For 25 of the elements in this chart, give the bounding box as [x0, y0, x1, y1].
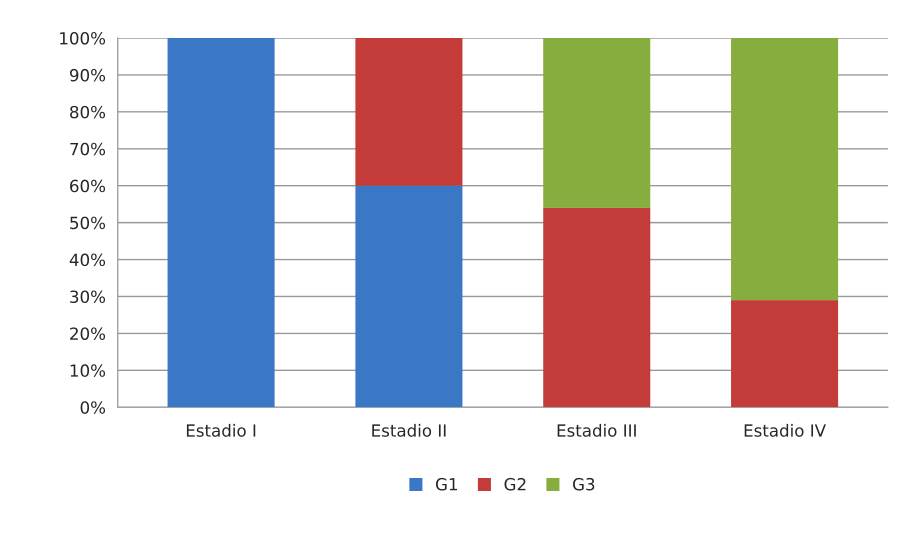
- y-tick-label: 10%: [70, 364, 106, 377]
- bar: [543, 38, 650, 208]
- bar: [543, 208, 650, 408]
- x-tick-label: Estadio I: [186, 424, 256, 437]
- y-tick-label: 40%: [70, 254, 106, 266]
- y-tick-label: 50%: [70, 216, 106, 230]
- legend-label: G1: [436, 478, 458, 491]
- bar: [168, 38, 275, 408]
- legend-label: G3: [573, 478, 594, 491]
- y-tick-label: 70%: [70, 142, 106, 156]
- x-tick-label: Estadio IV: [744, 424, 826, 437]
- y-tick-label: 0%: [80, 401, 106, 414]
- bar: [731, 38, 838, 300]
- bar: [355, 186, 462, 408]
- y-tick-label: 90%: [70, 68, 106, 82]
- y-tick-label: 20%: [70, 327, 106, 340]
- bar: [731, 300, 838, 408]
- y-tick-label: 60%: [70, 180, 106, 192]
- x-tick-label: Estadio II: [372, 424, 446, 437]
- legend-label: G2: [504, 478, 526, 491]
- y-tick-label: 80%: [70, 106, 106, 118]
- y-tick-label: 30%: [70, 290, 106, 304]
- x-tick-label: Estadio III: [558, 424, 636, 437]
- y-tick-label: 100%: [60, 32, 106, 45]
- bar: [355, 38, 462, 186]
